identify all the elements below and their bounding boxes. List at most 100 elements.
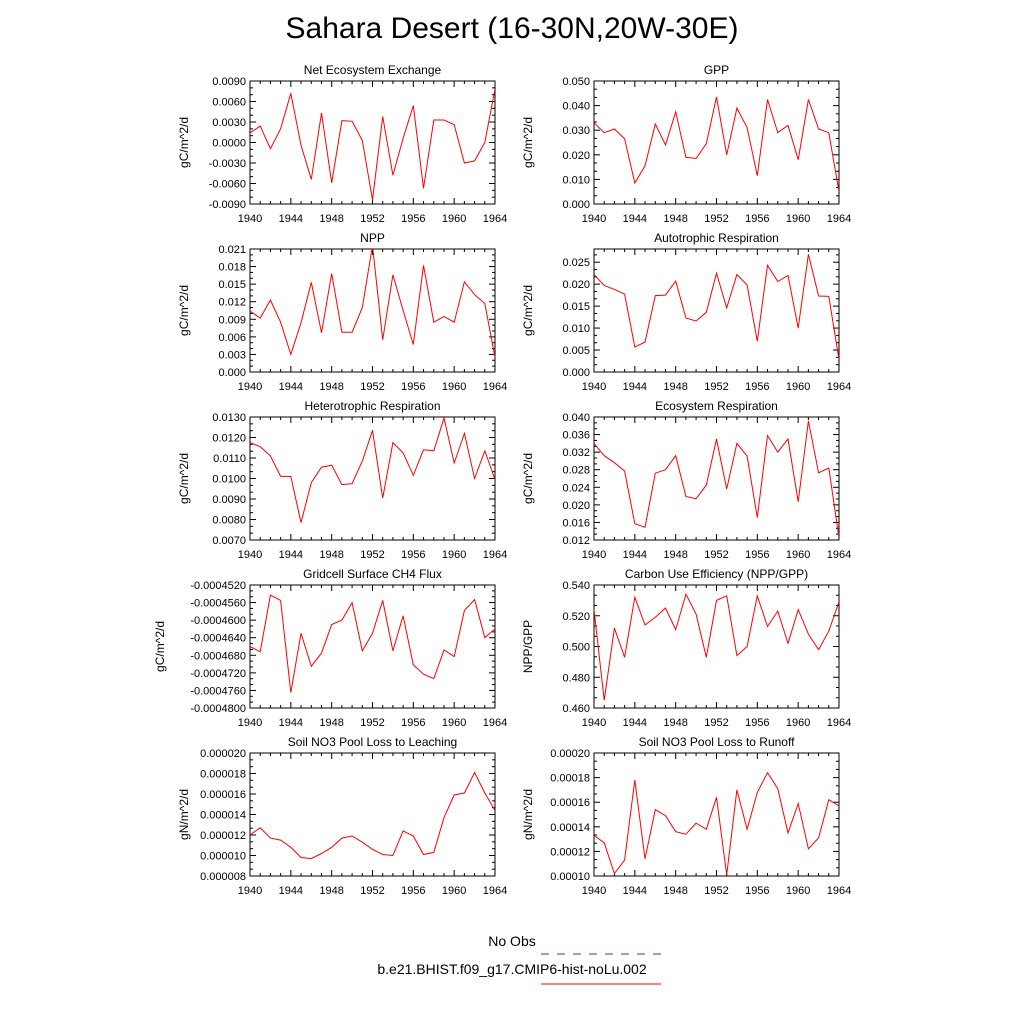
chart-panel: GPP gC/m^2/d 1940 1944 1948 1952 1956 1960 1964 0…: [521, 63, 851, 225]
x-tick-label: 1948: [319, 717, 343, 729]
x-tick-label: 1952: [360, 213, 384, 225]
series-line: [594, 254, 839, 360]
y-tick-label: 0.000014: [200, 810, 246, 822]
y-tick-label: 0.0090: [212, 494, 246, 506]
x-tick-label: 1940: [582, 717, 606, 729]
y-tick-label: 0.00016: [550, 797, 590, 809]
plot-frame: [593, 416, 840, 541]
x-tick-label: 1956: [401, 381, 425, 393]
x-tick-label: 1956: [745, 549, 769, 561]
x-tick-label: 1964: [827, 549, 851, 561]
y-tick-label: 0.040: [562, 101, 590, 113]
y-axis-label: gC/m^2/d: [177, 453, 191, 504]
x-tick-label: 1964: [483, 213, 507, 225]
chart-panel: Soil NO3 Pool Loss to Runoff gN/m^2/d 1940…: [521, 735, 851, 897]
x-tick-label: 1956: [401, 717, 425, 729]
y-tick-label: -0.0060: [209, 179, 246, 191]
y-tick-label: 0.000008: [200, 871, 246, 883]
y-tick-label: 0.006: [218, 332, 246, 344]
y-tick-label: -0.0004560: [190, 598, 246, 610]
x-tick-label: 1960: [786, 381, 810, 393]
series-line: [250, 249, 495, 358]
y-axis-label: gC/m^2/d: [177, 117, 191, 168]
x-tick-label: 1952: [704, 213, 728, 225]
y-tick-label: 0.010: [562, 323, 590, 335]
y-tick-label: 0.012: [562, 535, 590, 547]
x-tick-label: 1944: [623, 213, 647, 225]
y-tick-label: 0.050: [562, 76, 590, 88]
y-tick-label: 0.000020: [200, 748, 246, 760]
y-tick-label: 0.003: [218, 349, 246, 361]
x-tick-label: 1948: [319, 381, 343, 393]
y-tick-label: -0.0004640: [190, 633, 246, 645]
series-line: [594, 592, 839, 701]
x-tick-label: 1944: [279, 885, 303, 897]
plot-frame: [593, 584, 840, 709]
y-tick-label: 0.040: [562, 412, 590, 424]
y-tick-label: 0.00014: [550, 822, 590, 834]
y-tick-label: -0.0004520: [190, 580, 246, 592]
y-tick-label: 0.020: [562, 500, 590, 512]
y-axis-label: gN/m^2/d: [521, 789, 535, 840]
y-tick-label: 0.020: [562, 279, 590, 291]
x-tick-label: 1944: [623, 717, 647, 729]
series-line: [250, 417, 495, 523]
y-tick-label: 0.0110: [213, 453, 246, 465]
y-tick-label: 0.010: [562, 174, 590, 186]
x-tick-label: 1940: [582, 549, 606, 561]
y-tick-label: 0.000: [218, 367, 246, 379]
plot-frame: [249, 752, 496, 877]
y-tick-label: 0.540: [562, 580, 590, 592]
y-tick-label: 0.024: [562, 482, 590, 494]
plot-frame: [249, 416, 496, 541]
y-tick-label: 0.00010: [550, 871, 590, 883]
x-tick-label: 1964: [827, 885, 851, 897]
y-tick-label: 0.0120: [212, 433, 246, 445]
x-tick-label: 1940: [238, 213, 262, 225]
panel-title: GPP: [704, 63, 729, 77]
y-tick-label: 0.0130: [212, 412, 246, 424]
y-axis-label: gC/m^2/d: [521, 117, 535, 168]
x-tick-label: 1952: [704, 717, 728, 729]
x-tick-label: 1952: [360, 885, 384, 897]
y-tick-label: 0.000016: [200, 789, 246, 801]
x-tick-label: 1960: [786, 213, 810, 225]
x-tick-label: 1940: [582, 213, 606, 225]
y-tick-label: 0.000012: [200, 830, 246, 842]
y-axis-label: NPP/GPP: [521, 620, 535, 673]
y-tick-label: 0.009: [218, 314, 246, 326]
legend-lines: [541, 953, 661, 985]
x-tick-label: 1944: [279, 381, 303, 393]
x-tick-label: 1940: [238, 381, 262, 393]
x-tick-label: 1948: [663, 717, 687, 729]
series-line: [594, 420, 839, 538]
y-tick-label: 0.00020: [550, 748, 590, 760]
y-tick-label: 0.460: [562, 703, 590, 715]
y-tick-label: 0.018: [218, 262, 246, 274]
x-tick-label: 1952: [360, 717, 384, 729]
legend: No Obs b.e21.BHIST.f09_g17.CMIP6-hist-no…: [0, 930, 1024, 1000]
x-tick-label: 1960: [442, 549, 466, 561]
x-tick-label: 1944: [623, 381, 647, 393]
panel-title: Gridcell Surface CH4 Flux: [303, 567, 442, 581]
chart-panel: Soil NO3 Pool Loss to Leaching gN/m^2/d 19…: [177, 735, 507, 897]
x-tick-label: 1956: [745, 213, 769, 225]
y-tick-label: 0.030: [562, 125, 590, 137]
y-tick-label: 0.015: [562, 301, 590, 313]
x-tick-label: 1948: [319, 549, 343, 561]
y-tick-label: -0.0004720: [190, 668, 246, 680]
x-tick-label: 1960: [786, 549, 810, 561]
y-tick-label: 0.480: [562, 672, 590, 684]
y-tick-label: 0.021: [218, 244, 246, 256]
x-tick-label: 1948: [319, 885, 343, 897]
y-tick-label: 0.016: [562, 517, 590, 529]
x-tick-label: 1956: [745, 885, 769, 897]
x-tick-label: 1944: [279, 717, 303, 729]
y-tick-label: 0.0080: [212, 515, 246, 527]
y-tick-label: 0.000018: [200, 769, 246, 781]
y-tick-label: -0.0030: [209, 158, 246, 170]
series-line: [594, 96, 839, 192]
y-tick-label: -0.0004680: [190, 650, 246, 662]
y-axis-label: gC/m^2/d: [153, 621, 167, 672]
